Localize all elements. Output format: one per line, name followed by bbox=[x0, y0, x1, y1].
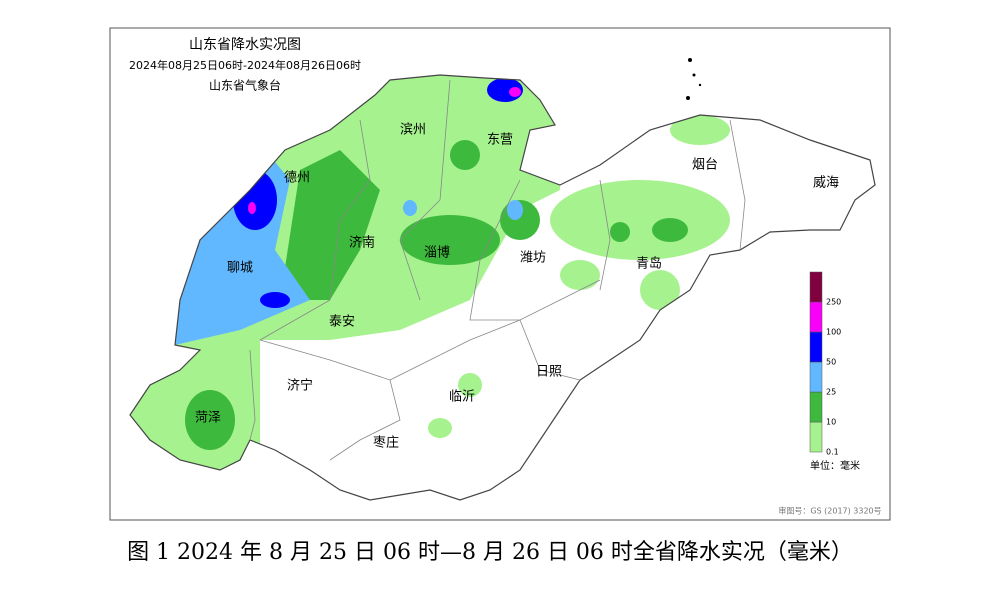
approval-number: 审图号：GS (2017) 3320号 bbox=[778, 506, 881, 516]
city-label: 淄博 bbox=[424, 246, 450, 261]
figure-caption: 图 1 2024 年 8 月 25 日 06 时—8 月 26 日 06 时全省… bbox=[127, 540, 853, 565]
map-agency: 山东省气象台 bbox=[209, 78, 281, 93]
legend-swatch bbox=[809, 271, 823, 303]
legend-tick-label: 250 bbox=[826, 298, 841, 307]
city-label: 济宁 bbox=[287, 378, 313, 394]
city-label: 枣庄 bbox=[373, 435, 399, 451]
city-label: 威海 bbox=[813, 176, 839, 191]
city-label: 滨州 bbox=[400, 122, 426, 138]
legend: 0.1 10 25 50 100 250 bbox=[809, 271, 841, 457]
legend-swatch bbox=[809, 361, 823, 393]
city-label: 潍坊 bbox=[520, 251, 546, 266]
legend-swatch bbox=[809, 301, 823, 333]
city-label: 德州 bbox=[284, 171, 310, 186]
legend-tick-label: 10 bbox=[826, 418, 836, 427]
city-label: 济南 bbox=[349, 235, 375, 251]
legend-swatch bbox=[809, 421, 823, 453]
city-label: 泰安 bbox=[329, 315, 355, 330]
city-label: 聊城 bbox=[227, 261, 253, 276]
legend-swatch bbox=[809, 391, 823, 423]
city-label: 临沂 bbox=[449, 390, 475, 405]
legend-swatch bbox=[809, 331, 823, 363]
city-label: 日照 bbox=[536, 365, 562, 380]
city-label: 烟台 bbox=[692, 158, 718, 173]
islands bbox=[686, 58, 702, 100]
map-title: 山东省降水实况图 bbox=[189, 37, 301, 53]
city-label: 东营 bbox=[487, 133, 513, 148]
map-period: 2024年08月25日06时-2024年08月26日06时 bbox=[129, 58, 361, 72]
city-borders bbox=[249, 79, 746, 461]
legend-tick-label: 0.1 bbox=[826, 448, 839, 457]
city-label: 青岛 bbox=[636, 256, 662, 272]
legend-tick-label: 25 bbox=[826, 388, 836, 397]
city-label: 菏泽 bbox=[195, 411, 221, 426]
legend-tick-label: 100 bbox=[826, 328, 841, 337]
legend-unit: 单位：毫米 bbox=[810, 459, 860, 472]
legend-tick-label: 50 bbox=[826, 358, 836, 367]
